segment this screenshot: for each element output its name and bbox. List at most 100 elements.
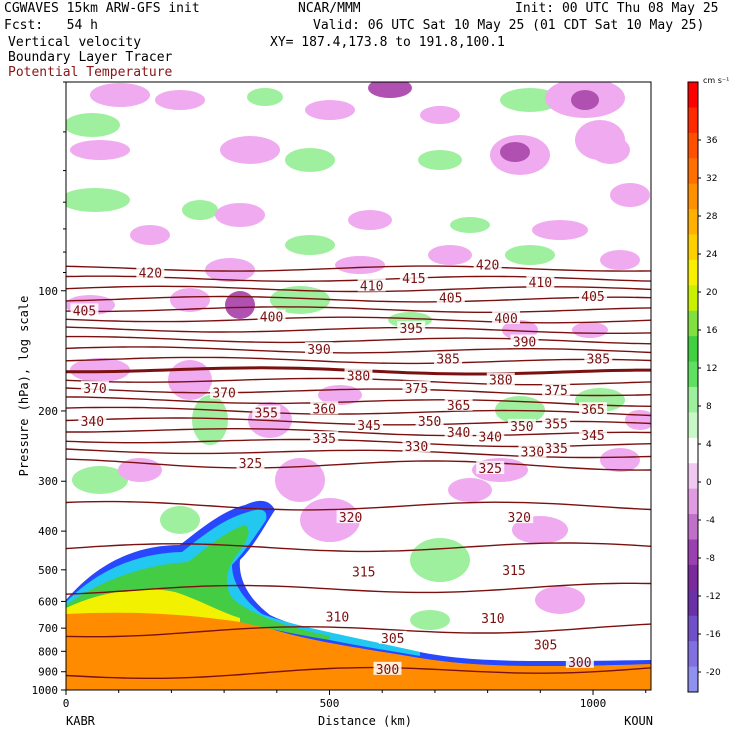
theta-label-bg bbox=[486, 372, 515, 386]
theta-label: 420 bbox=[139, 266, 162, 281]
colorbar-swatch bbox=[688, 183, 698, 210]
theta-contour-355 bbox=[66, 396, 651, 407]
theta-label-bg bbox=[518, 444, 547, 458]
plot-frame bbox=[65, 81, 652, 691]
colorbar-label: -4 bbox=[706, 516, 715, 526]
theta-label-bg bbox=[252, 405, 281, 419]
w-region bbox=[572, 322, 608, 338]
theta-label: 400 bbox=[260, 310, 283, 325]
x-axis-label: Distance (km) bbox=[318, 714, 412, 728]
theta-label-bg bbox=[526, 274, 555, 288]
theta-label-bg bbox=[531, 637, 560, 651]
w-region bbox=[305, 100, 355, 120]
theta-label-bg bbox=[399, 271, 428, 285]
theta-label-bg bbox=[436, 290, 465, 304]
colorbar-swatch bbox=[688, 285, 698, 312]
theta-label-bg bbox=[378, 630, 407, 644]
theta-label: 315 bbox=[502, 564, 525, 579]
w-region bbox=[285, 235, 335, 255]
theta-label-bg bbox=[78, 414, 107, 428]
x-axis: 0 500 1000 bbox=[63, 690, 647, 710]
theta-label: 380 bbox=[489, 374, 512, 389]
theta-contour-330 bbox=[66, 448, 651, 459]
theta-label: 365 bbox=[581, 403, 604, 418]
y-axis-label: Pressure (hPa), log scale bbox=[17, 296, 31, 477]
colorbar-label: 28 bbox=[706, 212, 718, 222]
colorbar-swatch bbox=[688, 463, 698, 490]
theta-contour-380 bbox=[66, 346, 651, 354]
theta-label: 380 bbox=[347, 369, 370, 384]
w-region bbox=[66, 188, 130, 212]
w-region bbox=[160, 506, 200, 534]
theta-label: 360 bbox=[313, 402, 336, 417]
w-region bbox=[448, 478, 492, 502]
theta-contour-385 bbox=[66, 335, 651, 345]
colorbar-label: 16 bbox=[706, 326, 718, 336]
theta-label-bg bbox=[444, 397, 473, 411]
theta-contour-325 bbox=[66, 458, 651, 471]
colorbar-units: cm s⁻¹ bbox=[703, 76, 729, 85]
colorbar-label: 4 bbox=[706, 440, 712, 450]
theta-label-bg bbox=[323, 609, 352, 623]
theta-label: 320 bbox=[508, 511, 531, 526]
w-region bbox=[170, 288, 210, 312]
theta-label-bg bbox=[402, 439, 431, 453]
colorbar-swatch bbox=[688, 259, 698, 286]
theta-label-bg bbox=[542, 416, 571, 430]
theta-label: 350 bbox=[510, 420, 533, 435]
colorbar-swatch bbox=[688, 514, 698, 540]
theta-label: 310 bbox=[481, 612, 504, 627]
colorbar-swatch bbox=[688, 158, 698, 185]
y-tick-label: 700 bbox=[38, 622, 58, 635]
colorbar-swatch bbox=[688, 209, 698, 235]
w-region bbox=[500, 88, 560, 112]
colorbar-label: 0 bbox=[706, 478, 712, 488]
theta-label-bg bbox=[579, 288, 608, 302]
theta-label: 315 bbox=[352, 566, 375, 581]
w-region bbox=[571, 90, 599, 110]
theta-label-bg bbox=[357, 278, 386, 292]
theta-label: 405 bbox=[73, 304, 96, 319]
tracer-orange bbox=[66, 608, 651, 690]
colorbar-swatch bbox=[688, 615, 698, 642]
theta-label: 340 bbox=[479, 431, 502, 446]
theta-label: 335 bbox=[544, 442, 567, 457]
theta-label-bg bbox=[344, 368, 373, 382]
colorbar-label: 36 bbox=[706, 136, 718, 146]
theta-label: 390 bbox=[307, 343, 330, 358]
theta-label: 400 bbox=[494, 312, 517, 327]
theta-label: 405 bbox=[581, 290, 604, 305]
x-right-station: KOUN bbox=[624, 714, 653, 728]
colorbar-frame bbox=[687, 81, 699, 693]
theta-label-bg bbox=[473, 257, 502, 271]
y-tick-label: 300 bbox=[38, 475, 58, 488]
colorbar-swatch bbox=[688, 107, 698, 134]
w-region bbox=[192, 395, 228, 445]
x-left-station: KABR bbox=[66, 714, 96, 728]
theta-label-bg bbox=[579, 428, 608, 442]
theta-label: 405 bbox=[439, 292, 462, 307]
theta-label-bg bbox=[355, 418, 384, 432]
colorbar-swatch bbox=[688, 539, 698, 566]
y-tick-label: 600 bbox=[38, 595, 58, 608]
colorbar-label: -12 bbox=[706, 592, 721, 602]
colorbar-swatch bbox=[688, 412, 698, 439]
theta-label: 385 bbox=[436, 353, 459, 368]
valid-time: Valid: 06 UTC Sat 10 May 25 (01 CDT Sat … bbox=[313, 18, 705, 33]
theta-label: 370 bbox=[212, 387, 235, 402]
theta-label-bg bbox=[584, 351, 613, 365]
y-tick-label: 800 bbox=[38, 645, 58, 658]
w-region bbox=[90, 83, 150, 107]
colorbar-swatch bbox=[688, 488, 698, 515]
theta-label-bg bbox=[415, 414, 444, 428]
colorbar-swatch bbox=[688, 590, 698, 617]
colorbar-swatch bbox=[688, 387, 698, 413]
theta-label: 355 bbox=[255, 407, 278, 422]
colorbar-swatch bbox=[688, 666, 698, 693]
theta-label-bg bbox=[542, 382, 571, 396]
w-region bbox=[182, 200, 218, 220]
theta-label: 335 bbox=[313, 432, 336, 447]
theta-contour-390 bbox=[66, 326, 651, 334]
theta-label: 325 bbox=[239, 457, 262, 472]
